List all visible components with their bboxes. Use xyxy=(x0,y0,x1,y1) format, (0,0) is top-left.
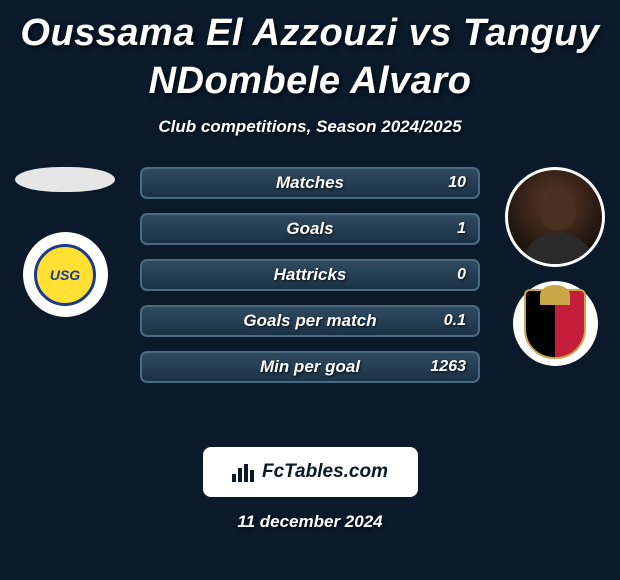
stat-row-hattricks: Hattricks 0 xyxy=(140,259,480,291)
footer-brand: FcTables.com xyxy=(203,447,418,497)
stat-row-matches: Matches 10 xyxy=(140,167,480,199)
comparison-card: Oussama El Azzouzi vs Tanguy NDombele Al… xyxy=(0,0,620,580)
stat-label: Matches xyxy=(142,173,478,193)
stat-row-min-per-goal: Min per goal 1263 xyxy=(140,351,480,383)
player-right-photo xyxy=(505,167,605,267)
right-player-column xyxy=(490,167,620,366)
stat-bars: Matches 10 Goals 1 Hattricks 0 Goals per… xyxy=(140,167,480,397)
club-logo-right xyxy=(513,281,598,366)
stat-label: Goals per match xyxy=(142,311,478,331)
subtitle: Club competitions, Season 2024/2025 xyxy=(0,117,620,137)
stat-right-value: 0 xyxy=(457,266,466,284)
stat-row-goals: Goals 1 xyxy=(140,213,480,245)
brand-text: FcTables.com xyxy=(262,461,388,483)
stat-label: Min per goal xyxy=(142,357,478,377)
left-player-column: USG xyxy=(0,167,130,317)
content-area: USG Matches 10 Goals 1 Hattricks xyxy=(0,167,620,427)
club-logo-left: USG xyxy=(23,232,108,317)
page-title: Oussama El Azzouzi vs Tanguy NDombele Al… xyxy=(0,0,620,105)
stat-right-value: 0.1 xyxy=(444,312,466,330)
stat-right-value: 1263 xyxy=(430,358,466,376)
stat-label: Goals xyxy=(142,219,478,239)
stat-label: Hattricks xyxy=(142,265,478,285)
stat-row-goals-per-match: Goals per match 0.1 xyxy=(140,305,480,337)
player-left-photo-placeholder xyxy=(15,167,115,192)
stat-right-value: 1 xyxy=(457,220,466,238)
date-text: 11 december 2024 xyxy=(0,512,620,532)
stat-right-value: 10 xyxy=(448,174,466,192)
nice-badge xyxy=(524,289,586,359)
usg-badge: USG xyxy=(34,244,96,306)
bar-chart-icon xyxy=(232,462,256,482)
